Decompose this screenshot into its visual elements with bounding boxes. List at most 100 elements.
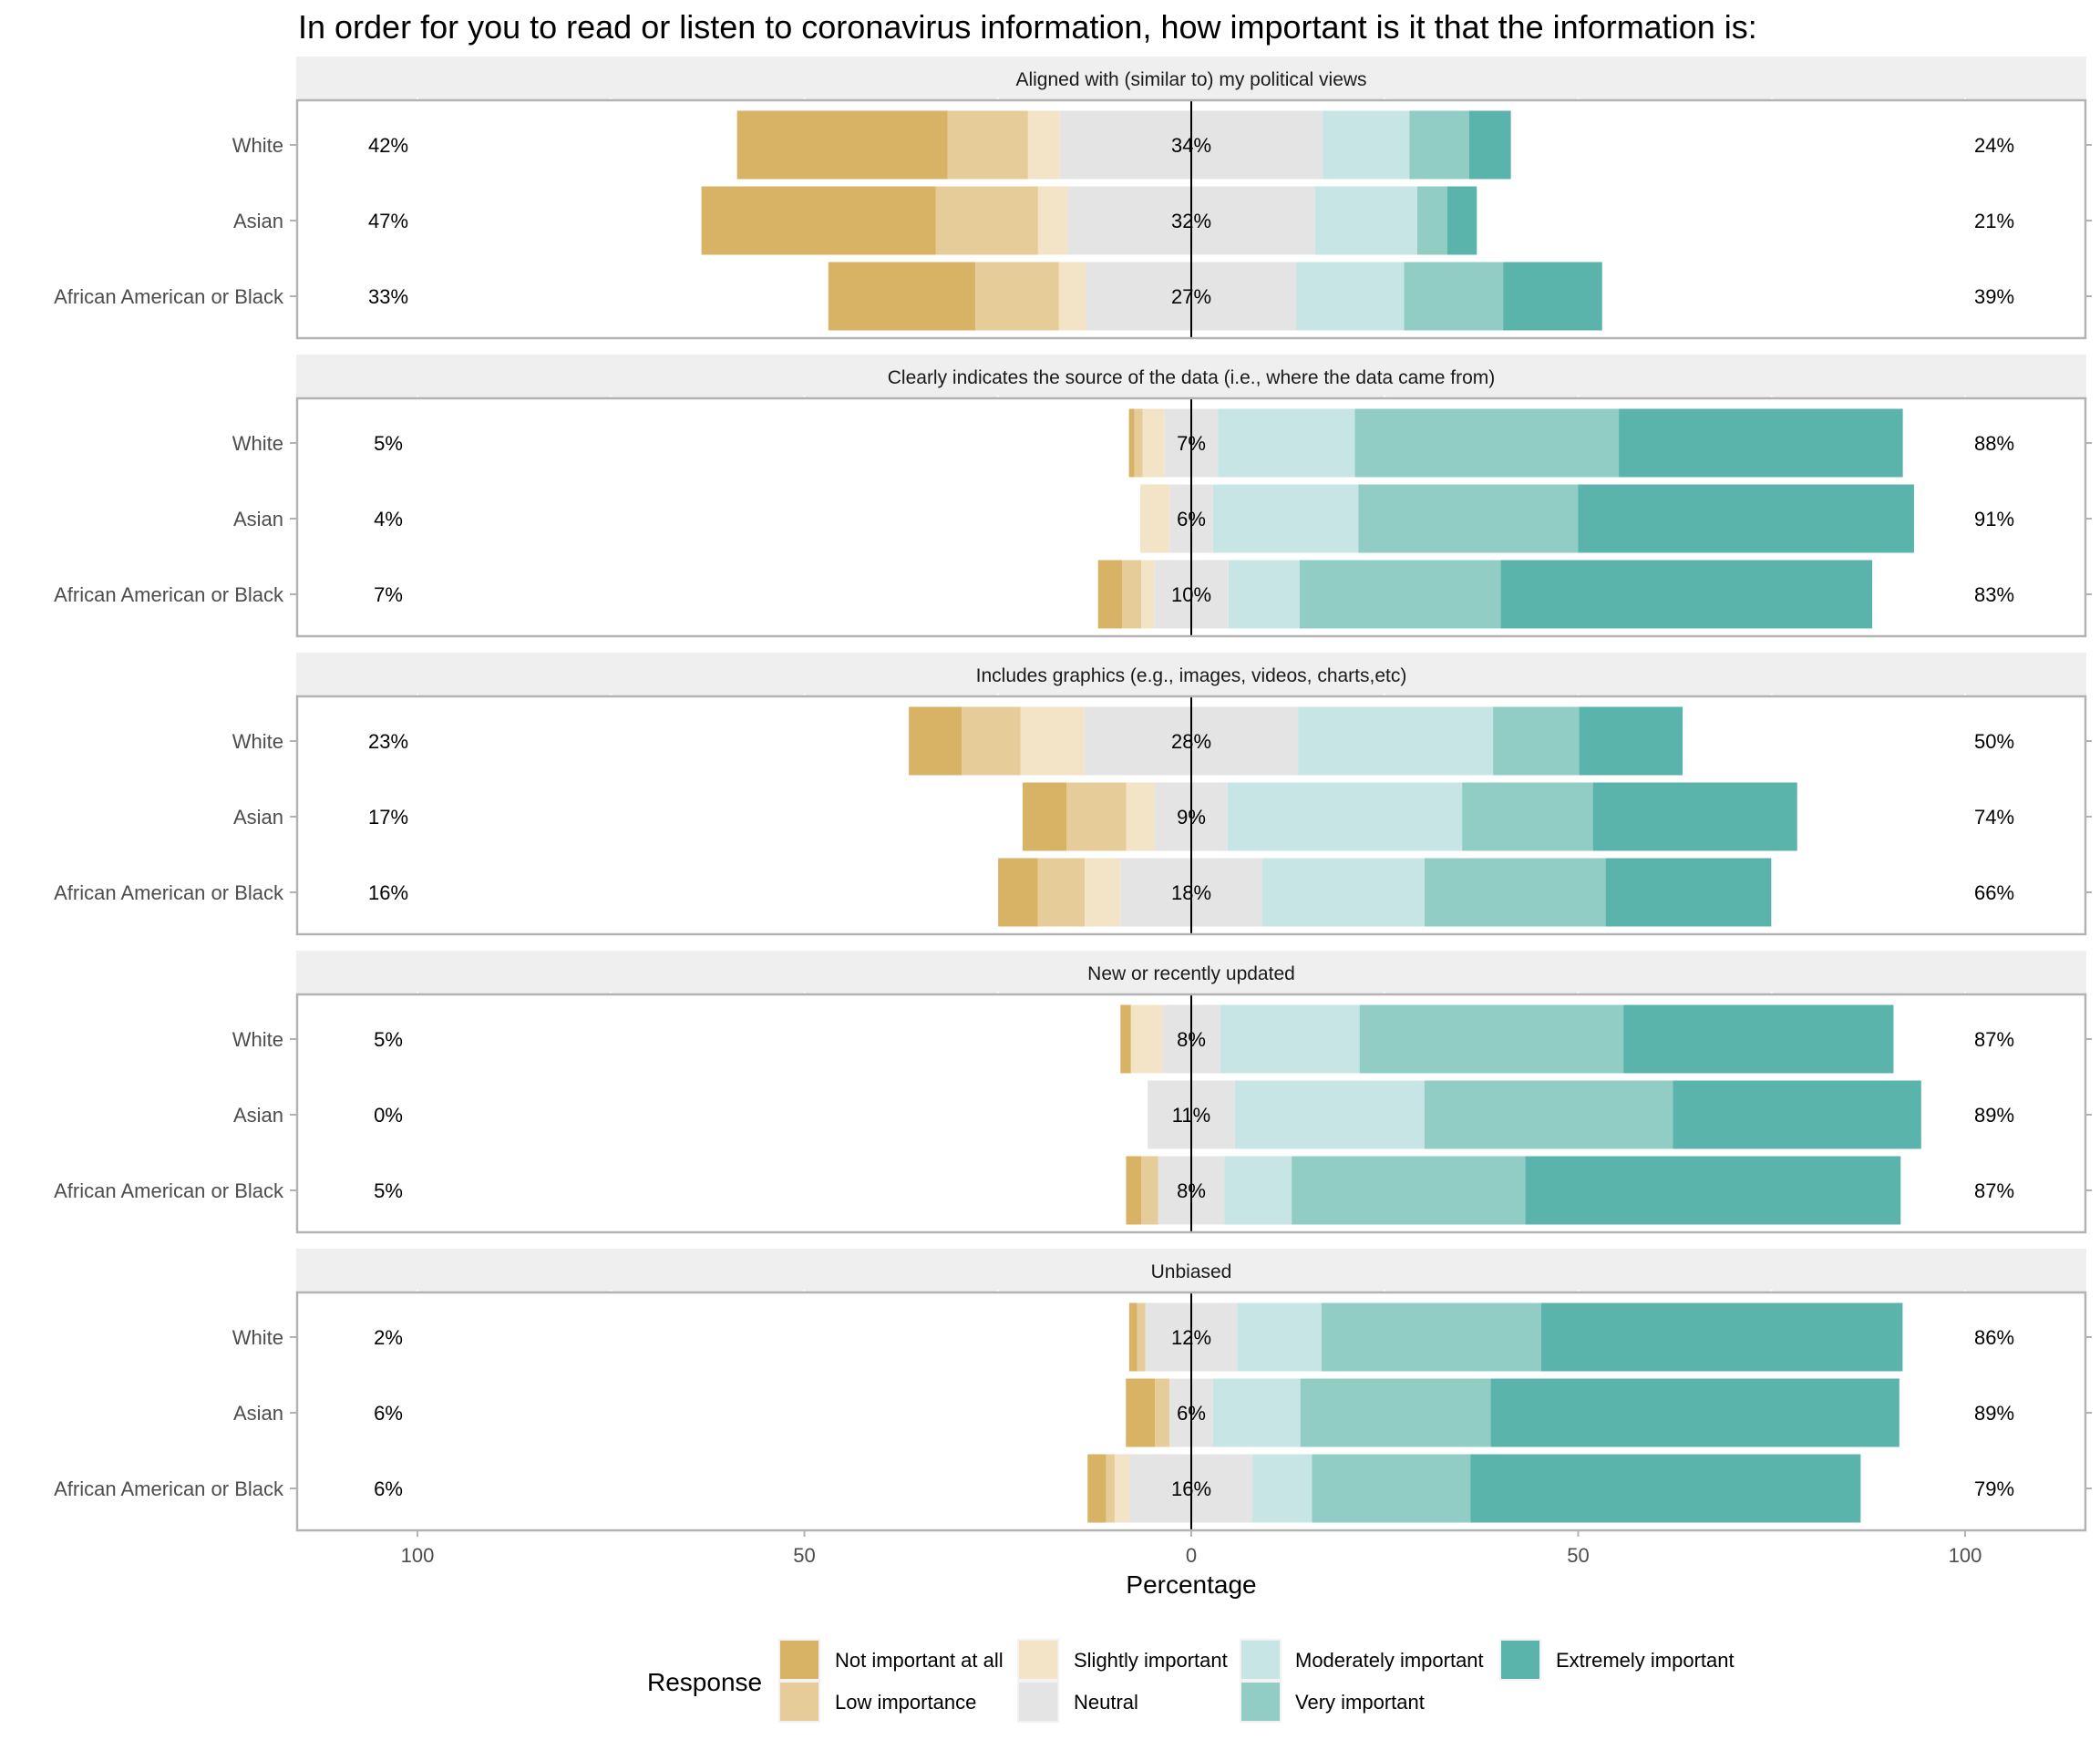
bar-segment [1500, 560, 1873, 629]
bar-segment [1298, 706, 1494, 776]
bar-segment [1037, 186, 1068, 255]
y-axis-label: African American or Black [54, 583, 284, 606]
high-percent-label: 89% [1974, 1104, 2014, 1127]
bar-segment [1261, 858, 1425, 927]
bar-row [736, 110, 1511, 180]
bar-segment [1605, 858, 1772, 927]
y-axis-label: White [232, 432, 283, 455]
panel-border [295, 98, 2087, 340]
legend-item: Neutral [1017, 1681, 1138, 1723]
bar-segment [1085, 858, 1121, 927]
bar-row [701, 186, 1477, 255]
bar-segment [736, 110, 948, 180]
bar-row [1120, 1004, 1894, 1074]
high-percent-label: 21% [1974, 210, 2014, 232]
facet-strip [296, 355, 2086, 397]
legend-title: Response [647, 1668, 762, 1696]
high-percent-label: 50% [1974, 730, 2014, 753]
high-percent-label: 66% [1974, 881, 2014, 904]
y-axis-label: African American or Black [54, 285, 284, 308]
y-axis-label: White [232, 1028, 283, 1051]
low-percent-label: 6% [374, 1477, 403, 1500]
bar-row [1126, 1378, 1899, 1447]
legend-item: Extremely important [1499, 1639, 1735, 1681]
bar-segment [1142, 408, 1165, 478]
facet-panel: Includes graphics (e.g., images, videos,… [54, 653, 2092, 936]
legend-swatch [780, 1683, 818, 1721]
bar-segment [1354, 408, 1620, 478]
y-axis-label: Asian [233, 508, 283, 530]
high-percent-label: 88% [1974, 432, 2014, 455]
bar-row [828, 262, 1602, 331]
bar-row [1128, 1302, 1903, 1372]
panel-border [295, 695, 2087, 936]
legend: Response Not important at all Low importa… [647, 1639, 1735, 1723]
x-tick-label: 100 [401, 1544, 435, 1567]
y-axis-label: White [232, 730, 283, 753]
bar-row [1148, 1080, 1921, 1149]
bar-segment [1122, 560, 1142, 629]
bar-segment [1141, 560, 1155, 629]
legend-item: Very important [1240, 1681, 1425, 1723]
bar-segment [1224, 1156, 1292, 1225]
bar-segment [1128, 408, 1135, 478]
bar-segment [1134, 408, 1143, 478]
x-axis: 100 50 0 50 100 [401, 1531, 1982, 1567]
x-axis-title: Percentage [1126, 1570, 1256, 1599]
legend-swatch [1241, 1641, 1280, 1679]
legend-item: Low importance [778, 1681, 976, 1723]
bar-segment [1312, 1454, 1471, 1523]
bar-segment [1404, 262, 1504, 331]
high-percent-label: 86% [1974, 1326, 2014, 1349]
facet-strip-title: Includes graphics (e.g., images, videos,… [976, 665, 1407, 686]
facet-strip [296, 951, 2086, 993]
bar-segment [1578, 484, 1914, 553]
y-axis-label: Asian [233, 1104, 283, 1127]
bar-segment [1300, 1378, 1491, 1447]
bar-segment [1218, 408, 1355, 478]
y-axis-label: White [232, 134, 283, 157]
bar-segment [1619, 408, 1903, 478]
low-percent-label: 5% [374, 432, 403, 455]
high-percent-label: 83% [1974, 583, 2014, 606]
bar-segment [1359, 1004, 1624, 1074]
bar-segment [1212, 1378, 1301, 1447]
bar-segment [1358, 484, 1579, 553]
legend-label: Moderately important [1295, 1649, 1484, 1672]
bar-segment [1321, 1302, 1541, 1372]
bar-segment [1323, 110, 1410, 180]
low-percent-label: 6% [374, 1402, 403, 1425]
low-percent-label: 17% [368, 806, 408, 829]
bar-segment [1296, 262, 1405, 331]
bar-segment [1027, 110, 1060, 180]
legend-label: Low importance [835, 1691, 976, 1714]
low-percent-label: 42% [368, 134, 408, 157]
bar-segment [1220, 1004, 1360, 1074]
bar-row [1126, 1156, 1901, 1225]
bar-segment [1022, 782, 1067, 851]
bar-segment [1212, 484, 1359, 553]
bar-segment [1468, 110, 1511, 180]
bar-segment [1126, 782, 1156, 851]
bar-row [998, 858, 1772, 927]
legend-item: Not important at all [778, 1639, 1004, 1681]
high-percent-label: 87% [1974, 1179, 2014, 1202]
y-axis-label: White [232, 1326, 283, 1349]
facet-panel: Clearly indicates the source of the data… [54, 355, 2092, 638]
bar-segment [1292, 1156, 1526, 1225]
bar-segment [1066, 782, 1127, 851]
bar-row [1097, 560, 1873, 629]
bar-segment [909, 706, 962, 776]
y-axis-label: Asian [233, 1402, 283, 1425]
y-axis-label: Asian [233, 806, 283, 829]
bar-row [1139, 484, 1914, 553]
high-percent-label: 89% [1974, 1402, 2014, 1425]
legend-swatch [1241, 1683, 1280, 1721]
high-percent-label: 91% [1974, 508, 2014, 530]
bar-row [1087, 1454, 1861, 1523]
bar-segment [1130, 1004, 1163, 1074]
bar-segment [1493, 706, 1580, 776]
bar-segment [1126, 1378, 1156, 1447]
bar-segment [701, 186, 936, 255]
